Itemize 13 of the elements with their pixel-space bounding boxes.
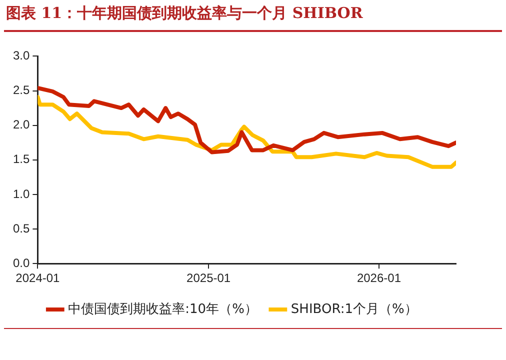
y-tick-label: 2.0 <box>12 118 30 132</box>
y-tick-label: 0.5 <box>12 221 30 236</box>
chart-title: 图表 11：十年期国债到期收益率与一个月 SHIBOR <box>6 4 363 23</box>
y-tick-label: 0.0 <box>12 256 30 270</box>
y-tick-label: 3.0 <box>12 48 30 63</box>
x-tick-label: 2025-01 <box>186 271 231 286</box>
y-tick-label: 1.0 <box>12 186 30 201</box>
y-tick-label: 1.5 <box>12 152 30 166</box>
y-tick-label: 2.5 <box>12 83 30 98</box>
x-tick-label: 2024-01 <box>16 271 60 286</box>
legend-label: SHIBOR:1个月（%） <box>290 302 418 317</box>
x-tick-label: 2026-01 <box>356 271 402 286</box>
legend-label: 中债国债到期收益率:10年（%） <box>68 300 258 317</box>
